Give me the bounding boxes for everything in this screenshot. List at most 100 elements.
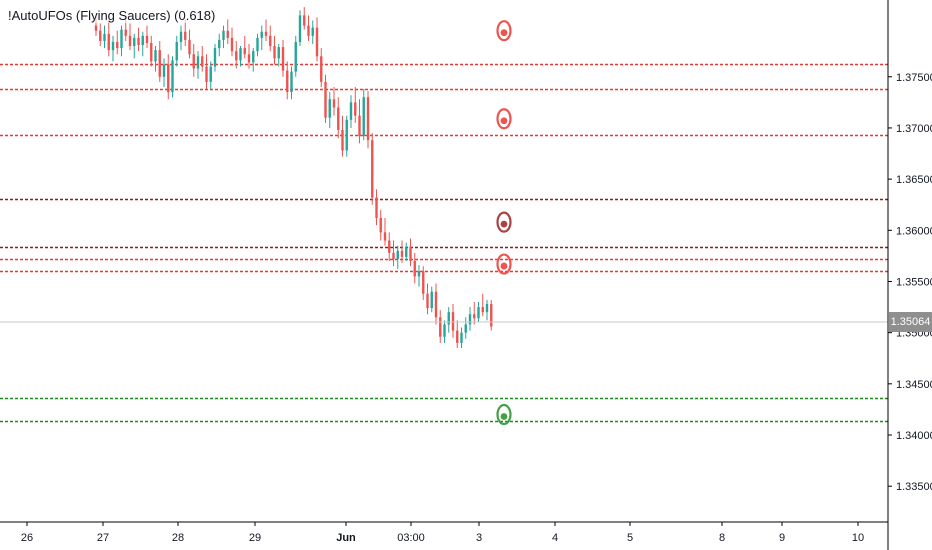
candle-body xyxy=(481,307,484,313)
candle-body xyxy=(213,48,217,67)
candle-body xyxy=(286,70,289,93)
candle-body xyxy=(162,64,166,77)
x-tick-label: 26 xyxy=(21,532,33,544)
candle-body xyxy=(383,232,387,241)
candle-body xyxy=(247,54,251,63)
candle-body xyxy=(477,307,480,319)
x-tick-label: 5 xyxy=(627,532,633,544)
y-tick-label: 1.36500 xyxy=(896,174,932,186)
candle-body xyxy=(379,218,382,233)
x-tick-label: Jun xyxy=(336,532,356,544)
ufo-marker-core xyxy=(500,220,508,228)
candle-body xyxy=(171,60,174,93)
candle-body xyxy=(154,50,157,62)
ufo-marker-core xyxy=(500,413,508,420)
candle-body xyxy=(103,33,106,41)
y-tick-label: 1.35500 xyxy=(896,276,932,288)
candle-body xyxy=(468,314,472,325)
candle-body xyxy=(128,35,132,47)
candle-body xyxy=(111,41,115,51)
candle-body xyxy=(196,56,200,69)
ufo-marker-ring xyxy=(496,20,512,42)
candle-body xyxy=(430,291,433,309)
ufo-marker-ring xyxy=(496,108,512,130)
x-tick-label: 3 xyxy=(476,532,482,544)
candle-body xyxy=(222,30,225,40)
candle-body xyxy=(451,312,455,331)
x-tick-label: 27 xyxy=(97,532,109,544)
x-tick-label: 10 xyxy=(852,532,864,544)
x-tick-label: 4 xyxy=(552,532,558,544)
candle-body xyxy=(205,66,208,82)
candle-body xyxy=(473,314,476,319)
ufo-levels xyxy=(0,63,888,423)
time-axis[interactable]: 26 27 28 29 Jun 03:00 3 4 5 8 9 10 xyxy=(21,522,864,544)
ufo-marker-ring xyxy=(496,253,512,275)
candle-body xyxy=(303,15,306,26)
x-tick-label: 29 xyxy=(249,532,261,544)
candle-body xyxy=(366,97,370,141)
candle-body xyxy=(256,37,259,52)
candle-body xyxy=(175,41,178,61)
candle-body xyxy=(434,291,438,318)
candle-body xyxy=(184,31,187,40)
x-tick-label: 8 xyxy=(719,532,725,544)
candle-body xyxy=(400,250,404,257)
y-tick-label: 1.37500 xyxy=(896,72,932,84)
candle-body xyxy=(422,271,425,294)
candle-body xyxy=(337,107,340,130)
ufo-marker-ring xyxy=(496,403,512,426)
candle-body xyxy=(443,324,446,337)
candle-body xyxy=(124,29,127,36)
candle-body xyxy=(341,129,344,151)
candle-body xyxy=(324,81,327,118)
candle-body xyxy=(145,35,149,43)
candle-body xyxy=(188,39,191,55)
candle-body xyxy=(375,197,378,219)
candle-body xyxy=(235,51,238,61)
y-tick-label: 1.36000 xyxy=(896,225,932,237)
candle-body xyxy=(290,71,293,93)
ufo-marker-ring xyxy=(496,211,512,233)
candle-body xyxy=(94,25,98,31)
candle-body xyxy=(396,250,399,259)
candle-body xyxy=(209,66,212,82)
candle-body xyxy=(439,317,442,337)
candle-body xyxy=(298,15,302,42)
ufo-marker-core xyxy=(500,29,508,37)
candle-body xyxy=(167,64,170,93)
candle-body xyxy=(226,30,229,38)
candle-body xyxy=(345,119,348,151)
candle-body xyxy=(426,293,429,309)
candle-body xyxy=(239,48,242,61)
candle-body xyxy=(269,35,272,47)
candle-body xyxy=(315,27,319,57)
ufo-marker-core xyxy=(500,262,508,270)
y-tick-label: 1.33500 xyxy=(896,481,932,493)
candle-body xyxy=(320,56,323,82)
y-tick-label: 1.34500 xyxy=(896,379,932,391)
candle-body xyxy=(328,99,331,118)
candle-body xyxy=(201,56,204,67)
candle-body xyxy=(358,115,361,137)
candle-body xyxy=(464,324,467,333)
candle-body xyxy=(243,48,246,55)
indicator-title[interactable]: !AutoUFOs (Flying Saucers) (0.618) xyxy=(6,8,218,23)
candle-body xyxy=(392,252,395,259)
candle-body xyxy=(273,46,276,59)
ufo-marker-core xyxy=(500,117,508,125)
candle-body xyxy=(447,312,450,325)
candle-body xyxy=(456,330,459,343)
candle-body xyxy=(490,303,493,327)
candle-body xyxy=(99,30,102,41)
candle-body xyxy=(264,31,268,36)
candle-body xyxy=(260,31,263,38)
ufo-markers xyxy=(496,20,512,426)
candle-body xyxy=(218,39,221,49)
x-tick-label: 9 xyxy=(779,532,785,544)
current-price-label: 1.35064 xyxy=(889,312,932,332)
candle-body xyxy=(417,271,421,277)
